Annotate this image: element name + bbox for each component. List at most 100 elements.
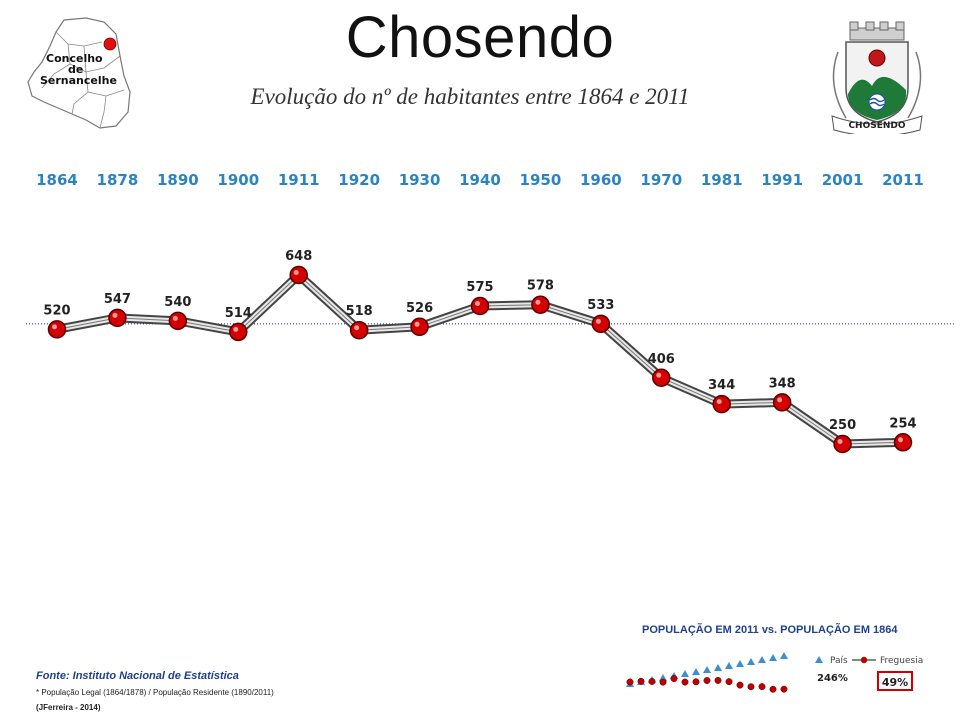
parish-legend-icon [860,656,868,664]
page-title: Chosendo [345,5,615,70]
data-point [349,320,369,340]
data-point-highlight [535,299,541,305]
year-label: 1900 [217,171,259,189]
data-point [410,317,429,337]
year-label: 2001 [822,171,864,189]
mini-country-point [692,668,700,675]
data-point [652,368,671,388]
comparison-title: POPULAÇÃO EM 2011 vs. POPULAÇÃO EM 1864 [642,624,898,636]
mini-parish-point [659,678,667,686]
data-label: 250 [829,418,856,433]
mini-parish-point [736,681,744,689]
year-label: 1981 [701,171,743,189]
author-text: (JFerreira - 2014) [36,703,101,712]
data-point-highlight [595,318,601,324]
data-point [108,308,127,328]
mini-country-point [769,654,777,661]
data-point [47,320,67,339]
coat-of-arms: CHOSENDO [831,21,923,134]
data-label: 533 [587,298,614,313]
data-point [229,322,248,342]
data-point [470,296,490,316]
mini-parish-point [725,678,733,686]
data-point [289,265,308,285]
data-labels: 520 547 540 514 648 518 526 575 578 533 406 344 348 2… [43,249,916,433]
year-label: 1991 [761,171,803,189]
data-point-highlight [837,439,843,444]
data-point-highlight [293,270,299,275]
rose-icon [868,49,886,67]
mini-country-point [714,664,722,671]
mini-country-point [725,662,733,669]
crest-banner-text: CHOSENDO [848,121,905,131]
data-point-highlight [112,312,118,318]
legend-parish-label: Freguesia [880,656,923,666]
year-label: 1890 [157,171,199,189]
mini-country-point [747,658,755,665]
mini-country-point [780,652,788,659]
data-label: 406 [648,352,675,367]
mini-country-point [659,674,667,681]
data-label: 518 [346,304,373,319]
parish-pct: 49% [882,676,908,689]
year-label: 1950 [520,171,562,189]
year-label: 1878 [97,171,139,189]
mini-country-point [758,656,766,663]
data-point [833,434,852,454]
data-point-highlight [656,372,662,378]
data-point-highlight [354,325,360,331]
year-label: 1930 [399,171,441,189]
population-series [47,265,913,454]
data-point-highlight [172,315,178,321]
mini-parish-point [747,683,755,691]
water-icon [868,93,886,111]
footnote-text: * População Legal (1864/1878) / Populaçã… [36,688,274,697]
mini-parish-point [703,677,711,684]
map-highlight-parish [103,37,117,51]
mini-parish-point [648,678,656,685]
chart-subtitle: Evolução do nº de habitantes entre 1864 … [250,84,690,109]
mini-parish-point [758,683,766,691]
data-point-highlight [414,321,420,327]
mini-parish-point [637,677,645,685]
data-point-highlight [716,399,722,405]
mini-parish-point [769,685,777,693]
comparison-mini-chart: País Freguesia 246% 49% [626,652,923,693]
map-label-line-2: de [68,63,83,76]
mini-parish-point [626,678,634,686]
data-label: 648 [285,249,312,264]
data-point-highlight [233,326,239,332]
data-point-highlight [52,324,57,330]
year-label: 1920 [338,171,380,189]
mini-parish-point [670,675,678,683]
municipality-map: Concelho de Sernancelhe [27,17,131,129]
map-label-line-3: Sernancelhe [40,74,117,87]
data-label: 526 [406,301,433,316]
crest-banner [831,115,923,134]
data-point-highlight [777,397,783,403]
data-point [168,311,188,331]
mini-country-point [736,660,744,667]
data-label: 348 [769,376,796,391]
country-pct: 246% [817,673,848,684]
year-label: 1960 [580,171,622,189]
data-point-highlight [475,300,480,306]
data-point [712,394,731,414]
year-label: 1940 [459,171,501,189]
parish-pct-box [877,671,913,691]
source-text: Fonte: Instituto Nacional de Estatística [36,670,239,682]
map-parish-borders [41,31,125,129]
data-point [893,433,913,452]
year-label: 1864 [36,171,78,189]
laurel-icon [832,51,922,119]
mini-parish-point [681,678,689,686]
year-label: 1911 [278,171,320,189]
data-label: 575 [466,280,493,295]
data-point [591,314,611,334]
mini-parish-point [780,685,788,693]
mini-parish-point [692,678,700,686]
mini-country-point [681,670,689,677]
parish-trend [626,675,788,693]
year-axis-labels: 1864 1878 1890 1900 1911 1920 1930 1940 1950 1960… [36,171,924,189]
data-point [531,295,550,314]
